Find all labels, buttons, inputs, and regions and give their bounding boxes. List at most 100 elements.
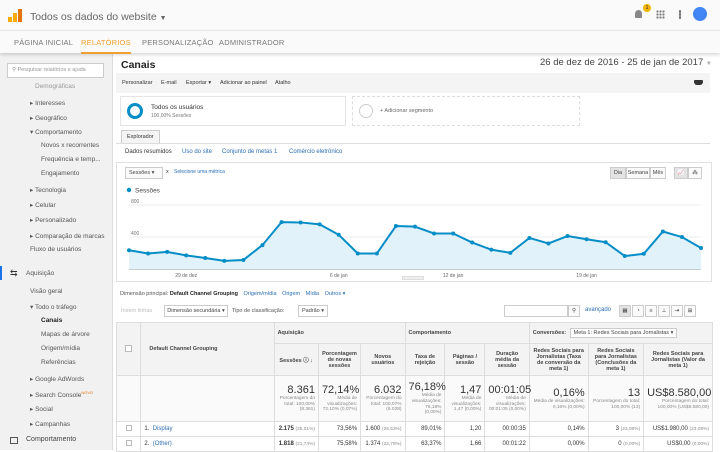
- pie-view-icon[interactable]: ◔: [632, 305, 644, 317]
- sidebar-item-search-console[interactable]: ▸ Search ConsoleNOVO: [30, 390, 94, 400]
- sidebar-item-adwords[interactable]: ▸ Google AdWords: [30, 376, 85, 383]
- subtab-dados-resumidos[interactable]: Dados resumidos: [125, 149, 172, 155]
- dimension-header[interactable]: Default Channel Grouping: [140, 322, 275, 376]
- total-value: 72,14%: [321, 383, 360, 396]
- tab-personalizacao[interactable]: PERSONALIZAÇÃO: [142, 38, 214, 47]
- col-duracao[interactable]: Duração média da sessão: [484, 343, 530, 376]
- graduation-cap-icon[interactable]: [694, 80, 703, 85]
- table-view-icon[interactable]: ▦: [619, 305, 631, 317]
- sidebar-item-origem-midia[interactable]: Origem/mídia: [41, 345, 81, 352]
- subtab-uso-site[interactable]: Uso do site: [182, 149, 213, 155]
- period-semana[interactable]: Semana: [626, 167, 650, 179]
- select-all-checkbox[interactable]: [115, 322, 142, 376]
- more-vert-icon[interactable]: [679, 10, 681, 19]
- data-point: [241, 257, 246, 262]
- col-pct-novas[interactable]: Porcentagem de novas sessões: [317, 343, 362, 376]
- data-point: [527, 235, 532, 240]
- search-icon[interactable]: ⚲: [568, 305, 580, 317]
- sidebar-item-interesses[interactable]: ▸ Interesses: [30, 100, 66, 107]
- sidebar-item-mapas[interactable]: Mapas de árvore: [41, 331, 90, 338]
- add-segment-button[interactable]: + Adicionar segmento: [352, 96, 580, 126]
- plot-rows-button[interactable]: Inserir linhas: [121, 308, 153, 314]
- row-checkbox[interactable]: [115, 436, 142, 452]
- sidebar-item-demograficas[interactable]: Demográficas: [35, 83, 76, 90]
- avatar[interactable]: [693, 7, 707, 21]
- comparison-view-icon[interactable]: ⊥: [658, 305, 670, 317]
- search-input[interactable]: ⚲ Pesquisar relatórios e ajuda: [7, 63, 104, 78]
- row-checkbox[interactable]: [115, 421, 142, 437]
- period-mes[interactable]: Mês: [650, 167, 666, 179]
- dimension-origem-midia[interactable]: Origem/mídia: [243, 291, 277, 297]
- table-search-input[interactable]: [504, 305, 568, 317]
- sidebar-item-celular[interactable]: ▸ Celular: [30, 202, 56, 209]
- sidebar-item-comportamento-section[interactable]: Comportamento: [26, 436, 77, 443]
- property-selector[interactable]: Todos os dados do website ▼: [30, 11, 167, 23]
- col-taxa-rejeicao[interactable]: Taxa de rejeição: [404, 343, 446, 376]
- analytics-logo-icon: [8, 9, 22, 22]
- atalho-button[interactable]: Atalho: [275, 80, 291, 86]
- sidebar-item-campanhas[interactable]: ▸ Campanhas: [30, 421, 71, 428]
- data-point: [222, 258, 227, 263]
- col-sessoes[interactable]: Sessões ⓘ ↓: [273, 343, 319, 376]
- term-cloud-icon[interactable]: ⇥: [671, 305, 683, 317]
- sidebar-item-personalizado[interactable]: ▸ Personalizado: [30, 217, 77, 224]
- row-link[interactable]: Display: [152, 426, 173, 432]
- email-button[interactable]: E-mail: [161, 80, 177, 86]
- exportar-button[interactable]: Exportar ▾: [186, 80, 212, 86]
- row-link[interactable]: (Other): [152, 441, 172, 447]
- sidebar-item-tecnologia[interactable]: ▸ Tecnologia: [30, 187, 67, 194]
- col-valor[interactable]: Redes Sociais para Jornalistas (Valor da…: [643, 343, 713, 376]
- sidebar-item-referencias[interactable]: Referências: [41, 359, 76, 366]
- select-metric-link[interactable]: Selecione uma métrica: [174, 169, 225, 175]
- sidebar-item-comparacao[interactable]: ▸ Comparação de marcas: [30, 233, 105, 240]
- dimension-outros[interactable]: Outros ▾: [324, 291, 346, 297]
- col-conclusoes[interactable]: Redes Sociais para Jornalistas (Conclusõ…: [587, 343, 645, 376]
- adicionar-painel-button[interactable]: Adicionar ao painel: [220, 80, 267, 86]
- sidebar-item-aquisicao[interactable]: Aquisição: [26, 270, 55, 277]
- period-dia[interactable]: Dia: [610, 167, 626, 179]
- motion-chart-icon[interactable]: ⁂: [688, 167, 702, 179]
- pivot-view-icon[interactable]: ⊞: [684, 305, 696, 317]
- bell-icon[interactable]: [635, 10, 642, 18]
- col-novos-usuarios[interactable]: Novos usuários: [360, 343, 406, 376]
- apps-grid-icon[interactable]: [656, 10, 665, 19]
- total-sub: Média de visualizações: 1,47 (0,00%): [451, 395, 482, 413]
- sidebar-item-canais[interactable]: Canais: [41, 317, 63, 324]
- sidebar-item-geografico[interactable]: ▸ Geográfico: [30, 115, 67, 122]
- line-chart-icon[interactable]: 📈: [674, 167, 688, 179]
- sidebar-item-fluxo[interactable]: Fluxo de usuários: [30, 246, 82, 253]
- sidebar-item-engajamento[interactable]: Engajamento: [41, 170, 80, 177]
- tab-pagina-inicial[interactable]: PÁGINA INICIAL: [14, 38, 74, 47]
- sidebar-item-social[interactable]: ▸ Social: [30, 406, 53, 413]
- segment-circle-icon: [127, 103, 143, 119]
- dimension-midia[interactable]: Mídia: [305, 291, 320, 297]
- sidebar-item-visao-geral[interactable]: Visão geral: [30, 288, 63, 295]
- sidebar-item-novos-recorrentes[interactable]: Novos x recorrentes: [41, 142, 100, 149]
- metric-select[interactable]: Sessões ▾: [125, 167, 163, 179]
- dimension-active[interactable]: Default Channel Grouping: [169, 291, 238, 297]
- date-range-picker[interactable]: 26 de dez de 2016 - 25 de jan de 2017 ▼: [540, 57, 712, 68]
- col-paginas-sessao[interactable]: Páginas / sessão: [444, 343, 486, 376]
- tab-administrador[interactable]: ADMINISTRADOR: [219, 38, 285, 47]
- personalizar-button[interactable]: Personalizar: [122, 80, 153, 86]
- subtab-ecommerce[interactable]: Comércio eletrônico: [289, 149, 343, 155]
- acquisition-icon: ⇆: [10, 268, 18, 278]
- cell-taxa-conv: 0,14%: [528, 421, 589, 437]
- segment-all-users[interactable]: Todos os usuários 100,00% Sessões: [120, 96, 346, 126]
- sidebar-item-frequencia[interactable]: Frequência e temp...: [41, 156, 101, 163]
- performance-view-icon[interactable]: ≡: [645, 305, 657, 317]
- tab-explorador[interactable]: Explorador: [121, 130, 160, 143]
- chart-resize-handle[interactable]: [402, 276, 424, 280]
- data-point: [489, 247, 494, 252]
- subtab-metas[interactable]: Conjunto de metas 1: [222, 149, 278, 155]
- sort-select[interactable]: Padrão ▾: [298, 305, 328, 317]
- tab-relatorios[interactable]: RELATÓRIOS: [81, 38, 131, 54]
- advanced-link[interactable]: avançado: [585, 307, 612, 313]
- secondary-dimension-select[interactable]: Dimensão secundária ▾: [164, 305, 228, 317]
- sidebar-item-todo-trafego[interactable]: ▾ Todo o tráfego: [30, 304, 77, 311]
- goal-select[interactable]: Meta 1: Redes Sociais para Jornalistas ▾: [569, 328, 678, 338]
- dimension-origem[interactable]: Origem: [282, 291, 301, 297]
- cell-paginas: 1,66: [444, 436, 486, 452]
- col-taxa-conversao[interactable]: Redes Sociais para Jornalistas (Taxa de …: [528, 343, 589, 376]
- sidebar-item-comportamento[interactable]: ▾ Comportamento: [30, 129, 82, 136]
